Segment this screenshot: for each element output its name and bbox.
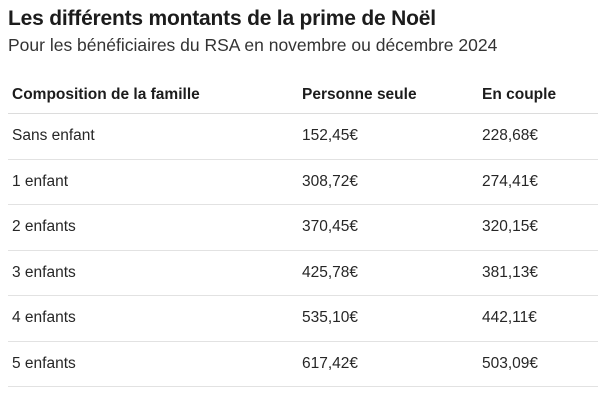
cell-personne-seule: 308,72€: [298, 159, 478, 205]
cell-composition: 3 enfants: [8, 250, 298, 296]
cell-composition: Sans enfant: [8, 113, 298, 160]
cell-en-couple: 503,09€: [478, 341, 598, 387]
cell-composition: 1 enfant: [8, 159, 298, 205]
table-row: Sans enfant 152,45€ 228,68€: [8, 113, 598, 160]
cell-en-couple: 274,41€: [478, 159, 598, 205]
cell-personne-seule: 370,45€: [298, 204, 478, 251]
table-header-row: Composition de la famille Personne seule…: [8, 77, 598, 114]
page-title: Les différents montants de la prime de N…: [8, 7, 436, 30]
cell-personne-seule: 535,10€: [298, 295, 478, 342]
cell-en-couple: 228,68€: [478, 113, 598, 160]
cell-personne-seule: 152,45€: [298, 113, 478, 160]
cell-composition: 5 enfants: [8, 341, 298, 387]
table-row: 2 enfants 370,45€ 320,15€: [8, 204, 598, 251]
cell-en-couple: 320,15€: [478, 204, 598, 251]
header-en-couple: En couple: [478, 77, 598, 114]
table-row: 4 enfants 535,10€ 442,11€: [8, 295, 598, 342]
cell-composition: 4 enfants: [8, 295, 298, 342]
page-subtitle: Pour les bénéficiaires du RSA en novembr…: [8, 35, 498, 55]
cell-composition: 2 enfants: [8, 204, 298, 251]
header-personne-seule: Personne seule: [298, 77, 478, 114]
cell-en-couple: 442,11€: [478, 295, 598, 342]
cell-en-couple: 381,13€: [478, 250, 598, 296]
cell-personne-seule: 617,42€: [298, 341, 478, 387]
table-row: 1 enfant 308,72€ 274,41€: [8, 159, 598, 205]
prime-table: Composition de la famille Personne seule…: [8, 77, 598, 387]
article-embed: Les différents montants de la prime de N…: [8, 0, 600, 387]
cell-personne-seule: 425,78€: [298, 250, 478, 296]
table-row: 5 enfants 617,42€ 503,09€: [8, 341, 598, 387]
table-row: 3 enfants 425,78€ 381,13€: [8, 250, 598, 296]
header-composition: Composition de la famille: [8, 77, 298, 114]
